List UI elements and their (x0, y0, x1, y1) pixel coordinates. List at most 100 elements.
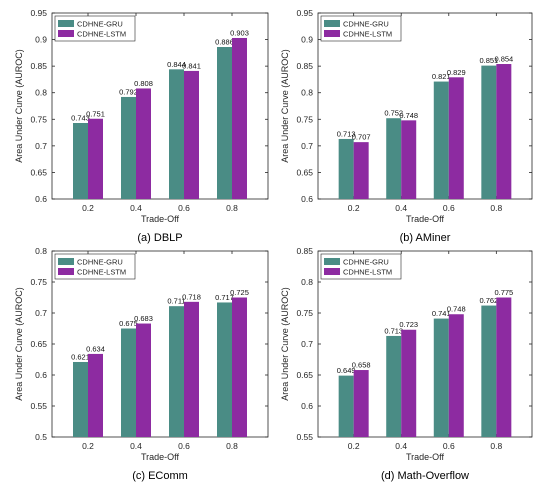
data-label: 0.762 (479, 296, 498, 305)
data-label: 0.748 (399, 111, 418, 120)
y-tick-label: 0.7 (35, 141, 47, 151)
bar-gru (433, 81, 449, 199)
bar-gru (73, 361, 88, 437)
y-tick-label: 0.75 (296, 308, 313, 318)
data-label: 0.854 (494, 55, 513, 64)
y-tick-label: 0.75 (30, 277, 47, 287)
legend-label: CDHNE-GRU (77, 258, 123, 267)
x-axis-label: Trade-Off (141, 452, 180, 462)
y-axis-label: Area Under Curve (AUROC) (14, 49, 24, 163)
bar-lstm (448, 314, 464, 437)
data-label: 0.658 (352, 361, 371, 370)
bar-gru (481, 305, 497, 437)
legend-label: CDHNE-LSTM (343, 268, 392, 277)
y-tick-label: 0.8 (301, 88, 313, 98)
bar-gru (433, 318, 449, 437)
panel-caption: (d) Math-Overflow (381, 470, 469, 482)
data-label: 0.808 (134, 79, 153, 88)
y-tick-label: 0.65 (296, 370, 313, 380)
data-label: 0.707 (352, 133, 371, 142)
data-label: 0.886 (215, 38, 234, 47)
y-tick-label: 0.8 (301, 277, 313, 287)
bar-lstm (184, 301, 199, 437)
y-tick-label: 0.75 (30, 114, 47, 124)
data-label: 0.775 (494, 288, 513, 297)
x-tick-label: 0.6 (443, 441, 455, 451)
data-label: 0.713 (384, 326, 403, 335)
panel-caption: (a) DBLP (137, 232, 182, 244)
x-tick-label: 0.2 (82, 203, 94, 213)
y-tick-label: 0.6 (35, 370, 47, 380)
x-tick-label: 0.8 (226, 441, 238, 451)
y-tick-label: 0.75 (296, 114, 313, 124)
panel-caption: (c) EComm (132, 470, 188, 482)
y-axis-label: Area Under Curve (AUROC) (280, 287, 290, 401)
x-tick-label: 0.6 (178, 441, 190, 451)
bar-gru (386, 118, 402, 199)
chart-panel-2: 0.6 0.65 0.7 0.75 0.8 0.85 0.9 0.95 0.2 0.7130.70… (280, 8, 533, 244)
legend-swatch (58, 20, 74, 27)
bar-gru (386, 335, 402, 437)
legend-label: CDHNE-GRU (343, 20, 389, 29)
x-tick-label: 0.4 (130, 203, 142, 213)
y-tick-label: 0.7 (301, 141, 313, 151)
legend-swatch (58, 30, 74, 37)
bar-gru (217, 47, 232, 199)
data-label: 0.829 (447, 68, 466, 77)
y-tick-label: 0.8 (35, 88, 47, 98)
y-axis-label: Area Under Curve (AUROC) (280, 49, 290, 163)
y-tick-label: 0.7 (35, 308, 47, 318)
data-label: 0.713 (337, 129, 356, 138)
bar-gru (481, 65, 497, 200)
data-label: 0.675 (119, 319, 138, 328)
x-tick-label: 0.4 (130, 441, 142, 451)
y-tick-label: 0.55 (296, 432, 313, 442)
data-label: 0.792 (119, 87, 138, 96)
x-tick-label: 0.2 (348, 441, 360, 451)
x-axis-label: Trade-Off (406, 214, 445, 224)
y-tick-label: 0.6 (301, 401, 313, 411)
bar-lstm (136, 88, 151, 199)
data-label: 0.841 (182, 61, 201, 70)
y-tick-label: 0.9 (35, 35, 47, 45)
plot-area-frame (51, 12, 269, 200)
data-label: 0.751 (86, 109, 105, 118)
bar-lstm (232, 37, 247, 199)
bar-lstm (496, 297, 512, 437)
bar-lstm (448, 77, 464, 199)
legend-swatch (58, 268, 74, 275)
data-label: 0.752 (384, 109, 403, 118)
legend-label: CDHNE-LSTM (77, 268, 126, 277)
x-tick-label: 0.8 (490, 203, 502, 213)
x-axis-label: Trade-Off (406, 452, 445, 462)
data-label: 0.718 (182, 292, 201, 301)
bar-gru (73, 123, 88, 199)
bar-lstm (353, 142, 369, 199)
x-tick-label: 0.8 (226, 203, 238, 213)
bar-lstm (136, 323, 151, 437)
data-label: 0.649 (337, 366, 356, 375)
data-label: 0.844 (167, 60, 186, 69)
data-label: 0.723 (399, 320, 418, 329)
y-tick-label: 0.95 (30, 8, 47, 18)
bar-lstm (353, 370, 369, 437)
y-axis-label: Area Under Curve (AUROC) (14, 287, 24, 401)
bar-gru (121, 96, 136, 199)
data-label: 0.634 (86, 344, 105, 353)
bar-lstm (184, 70, 199, 199)
data-label: 0.725 (230, 288, 249, 297)
bar-lstm (88, 353, 103, 437)
y-tick-label: 0.65 (30, 167, 47, 177)
bar-lstm (401, 120, 417, 199)
data-label: 0.821 (432, 72, 451, 81)
x-axis-label: Trade-Off (141, 214, 180, 224)
y-tick-label: 0.85 (296, 61, 313, 71)
bar-gru (169, 69, 184, 200)
y-tick-label: 0.8 (35, 246, 47, 256)
y-tick-label: 0.9 (301, 35, 313, 45)
bar-lstm (88, 118, 103, 199)
data-label: 0.748 (447, 305, 466, 314)
legend-swatch (324, 268, 340, 275)
